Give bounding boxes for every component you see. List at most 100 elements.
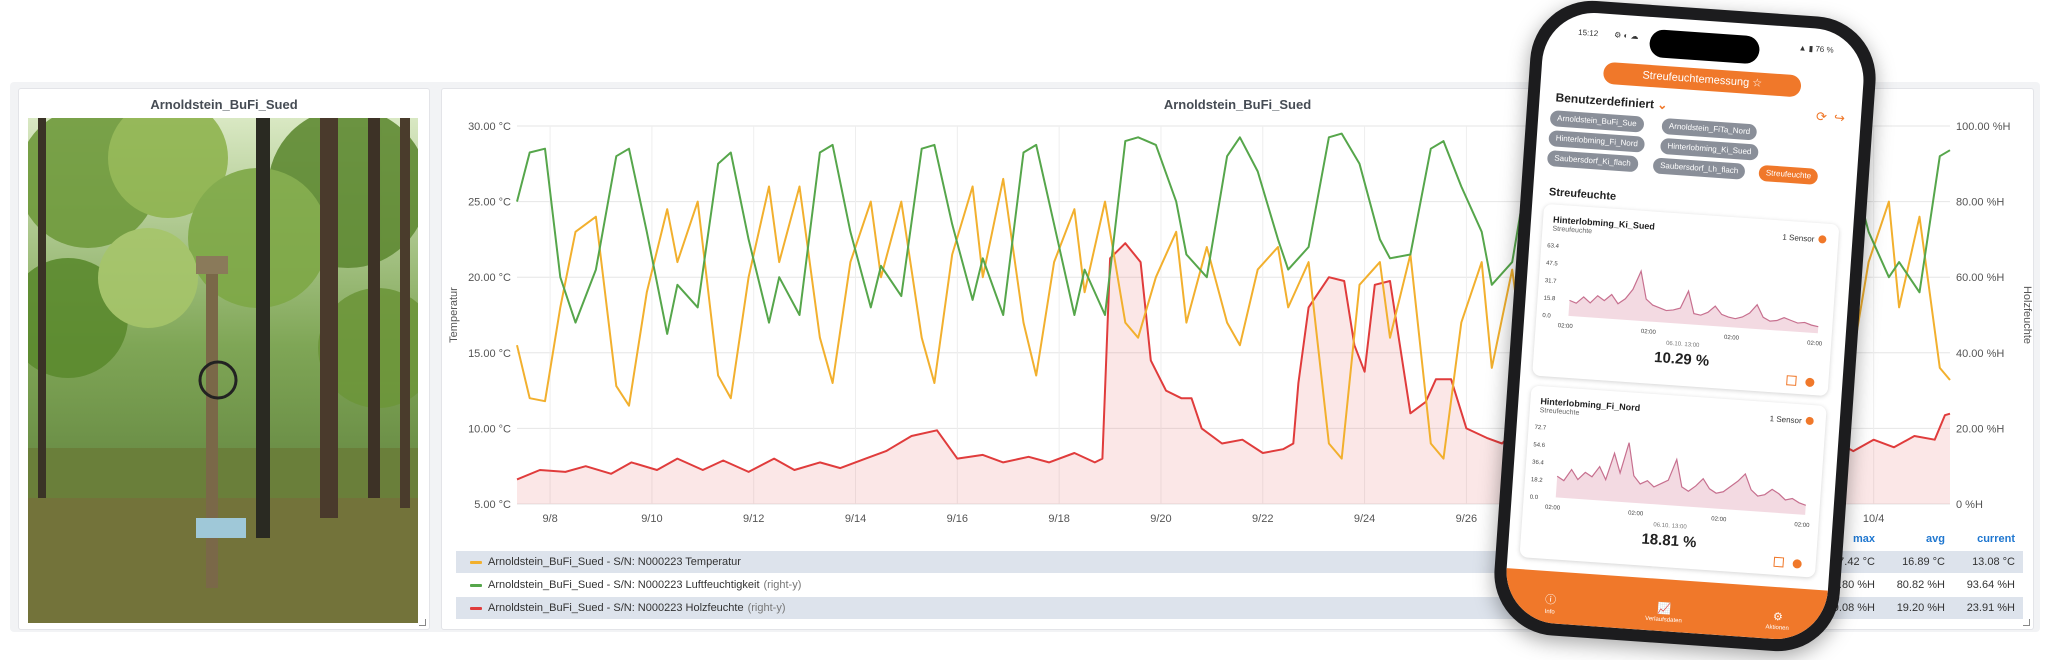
info-icon: ⓘ — [1544, 593, 1557, 607]
chip-saubersdorf-lh[interactable]: Saubersdorf_Lh_flach — [1652, 157, 1746, 180]
chip-arnoldstein-bufi[interactable]: Arnoldstein_BuFi_Sue — [1549, 110, 1645, 133]
x-tick-label: 9/20 — [1150, 513, 1171, 525]
chip-hinterlobming-fi[interactable]: Hinterlobming_Fi_Nord — [1548, 130, 1646, 153]
mini-chart: 72.7 54.6 36.4 18.2 0.0 02:00 02:00 02:00 02:00 — [1529, 425, 1810, 529]
legend-label-luftfeuchtigkeit: Arnoldstein_BuFi_Sued - S/N: N000223 Luf… — [488, 579, 802, 591]
legend-row-luftfeuchtigkeit[interactable]: Arnoldstein_BuFi_Sued - S/N: N000223 Luf… — [456, 574, 2023, 596]
x-tick-label: 9/26 — [1456, 513, 1477, 525]
mini-chart-line — [1556, 442, 1806, 506]
legend-avg-luftfeuchtigkeit: 80.82 %H — [1896, 579, 1945, 591]
legend-current-luftfeuchtigkeit: 93.64 %H — [1966, 579, 2015, 591]
refresh-icon[interactable]: ⟳ — [1815, 108, 1828, 125]
y-left-tick-label: 20.00 °C — [468, 272, 511, 284]
mini-y-tick-label: 15.8 — [1543, 296, 1556, 303]
mini-x-tick-label: 02:00 — [1711, 516, 1727, 523]
chart-panel-resize-handle[interactable] — [2023, 619, 2030, 626]
view-selector[interactable]: Benutzerdefiniert ⌄ — [1555, 90, 1668, 112]
y-right-tick-label: 0 %H — [1956, 499, 1983, 511]
y-left-tick-label: 5.00 °C — [474, 499, 511, 511]
section-title: Streufeuchte — [1548, 186, 1617, 203]
mini-y-tick-label: 0.0 — [1542, 313, 1551, 320]
y-left-axis-label: Temperatur — [448, 287, 460, 343]
sensor-card[interactable]: Hinterlobming_Ki_Sued Streufeuchte 1 Sen… — [1532, 203, 1840, 397]
chip-streufeuchte[interactable]: Streufeuchte — [1758, 164, 1819, 185]
mini-x-tick-label: 02:00 — [1807, 341, 1823, 348]
mini-y-tick-label: 63.4 — [1547, 243, 1560, 250]
mini-chart-line — [1569, 269, 1819, 328]
y-right-tick-label: 40.00 %H — [1956, 348, 2004, 360]
card-sensor-count[interactable]: 1 Sensor — [1782, 233, 1827, 245]
legend-max-holzfeuchte: 69.08 %H — [1826, 602, 1875, 614]
x-tick-label: 9/22 — [1252, 513, 1273, 525]
status-dot-icon — [1792, 559, 1802, 569]
y-right-tick-label: 80.00 %H — [1956, 197, 2004, 209]
y-left-tick-label: 30.00 °C — [468, 121, 511, 133]
status-icons: ⚙ ◐ ☁ — [1613, 30, 1639, 42]
card-subtitle: Streufeuchte — [1539, 407, 1580, 417]
bottom-tab-bar: ⓘ Info 📈 Verlaufsdaten ⚙ Aktionen — [1503, 568, 1828, 643]
mini-y-tick-label: 72.7 — [1534, 425, 1547, 432]
legend-current-temperatur: 13.08 °C — [1972, 556, 2015, 568]
photo-panel-resize-handle[interactable] — [419, 619, 426, 626]
tab-info[interactable]: ⓘ Info — [1510, 589, 1591, 619]
tab-aktionen[interactable]: ⚙ Aktionen — [1737, 607, 1818, 634]
mini-chart: 63.4 47.5 31.7 15.8 0.0 02:00 02:00 02:00 02:00 — [1542, 243, 1823, 348]
mini-y-tick-label: 47.5 — [1546, 261, 1559, 268]
y-right-tick-label: 100.00 %H — [1956, 121, 2010, 133]
mini-x-tick-label: 02:00 — [1557, 323, 1573, 330]
phone-screen: 15:12 ⚙ ◐ ☁ ▲ ▮ 76 % Streufeuchtemessung… — [1503, 9, 1867, 643]
legend-label-temperatur: Arnoldstein_BuFi_Sued - S/N: N000223 Tem… — [488, 556, 741, 568]
x-tick-label: 9/8 — [542, 513, 557, 525]
sensor-card[interactable]: Hinterlobming_Fi_Nord Streufeuchte 1 Sen… — [1519, 385, 1827, 578]
chip-arnoldstein-fita[interactable]: Arnoldstein_FiTa_Nord — [1661, 117, 1758, 141]
app-title-pill[interactable]: Streufeuchtemessung ☆ — [1602, 61, 1802, 98]
mini-x-tick-label: 02:00 — [1724, 335, 1740, 342]
status-battery: ▲ ▮ 76 % — [1798, 43, 1834, 55]
phone-mockup: 15:12 ⚙ ◐ ☁ ▲ ▮ 76 % Streufeuchtemessung… — [1490, 0, 1880, 656]
status-dot-icon — [1805, 377, 1815, 388]
mini-x-tick-label: 02:00 — [1641, 329, 1657, 336]
legend-header-max[interactable]: max — [1852, 533, 1875, 545]
info-icon — [1805, 416, 1814, 426]
mini-y-tick-label: 54.6 — [1533, 442, 1546, 449]
y-right-tick-label: 60.00 %H — [1956, 272, 2004, 284]
tab-verlaufsdaten[interactable]: 📈 Verlaufsdaten — [1623, 599, 1704, 626]
chip-hinterlobming-ki[interactable]: Hinterlobming_Ki_Sued — [1659, 137, 1759, 161]
mini-y-tick-label: 0.0 — [1529, 495, 1538, 502]
gear-icon: ⚙ — [1772, 610, 1784, 624]
y-right-tick-label: 20.00 %H — [1956, 423, 2004, 435]
info-icon — [1818, 235, 1827, 244]
card-sensor-count[interactable]: 1 Sensor — [1769, 414, 1814, 426]
mini-x-tick-label: 02:00 — [1628, 510, 1644, 517]
mini-chart-area — [1555, 442, 1806, 515]
y-right-axis-label: Holzfeuchte — [2021, 286, 2033, 344]
legend-header-avg[interactable]: avg — [1926, 533, 1945, 545]
chip-saubersdorf-ki[interactable]: Saubersdorf_Ki_flach — [1546, 150, 1639, 173]
chart-panel-title: Arnoldstein_BuFi_Sued — [1163, 97, 1312, 112]
x-tick-label: 9/10 — [641, 513, 662, 525]
x-tick-label: 9/12 — [743, 513, 764, 525]
phone-notch — [1648, 28, 1761, 65]
legend-header-current[interactable]: current — [1977, 533, 2015, 545]
photo-panel-title: Arnoldstein_BuFi_Sued — [150, 97, 298, 112]
grid-icon[interactable] — [1773, 556, 1785, 568]
share-icon[interactable]: ↪ — [1833, 109, 1846, 126]
legend-swatch-holzfeuchte — [470, 607, 482, 610]
mini-chart-area — [1568, 271, 1819, 334]
chevron-down-icon: ⌄ — [1656, 97, 1668, 113]
y-left-tick-label: 10.00 °C — [468, 423, 511, 435]
legend-swatch-temperatur — [470, 561, 482, 564]
status-time: 15:12 — [1577, 27, 1599, 39]
mini-y-tick-label: 31.7 — [1545, 278, 1558, 285]
x-tick-label: 9/16 — [947, 513, 968, 525]
x-tick-label: 9/14 — [845, 513, 866, 525]
legend-swatch-luftfeuchtigkeit — [470, 584, 482, 587]
mini-y-tick-label: 18.2 — [1531, 477, 1544, 484]
mini-x-tick-label: 02:00 — [1545, 505, 1561, 512]
y-left-tick-label: 25.00 °C — [468, 197, 511, 209]
legend-label-holzfeuchte: Arnoldstein_BuFi_Sued - S/N: N000223 Hol… — [488, 602, 786, 614]
view-label: Benutzerdefiniert — [1555, 90, 1655, 112]
legend-avg-temperatur: 16.89 °C — [1902, 556, 1945, 568]
grid-icon[interactable] — [1786, 375, 1797, 386]
card-subtitle: Streufeuchte — [1552, 225, 1593, 236]
